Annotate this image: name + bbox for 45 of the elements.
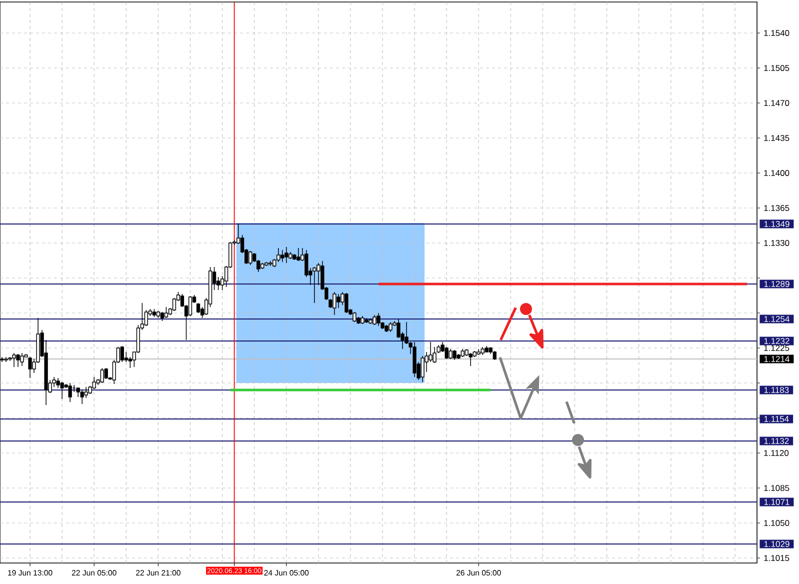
y-tick-label: 1.1015 <box>764 554 790 562</box>
candlestick <box>428 342 432 362</box>
candlestick <box>20 352 24 366</box>
y-tick-label: 1.1400 <box>764 170 790 176</box>
y-tick-label: 1.1225 <box>764 344 790 351</box>
y-tick-label: 1.1470 <box>764 100 790 106</box>
candlestick <box>452 350 456 360</box>
ref-line-label: 1.1071 <box>764 498 790 506</box>
ref-line-label: 1.1183 <box>764 386 789 393</box>
candlestick <box>84 386 88 398</box>
candlestick <box>312 266 316 304</box>
candlestick <box>412 342 416 378</box>
ref-line-label: 1.1214 <box>764 356 790 362</box>
candlestick <box>80 390 84 404</box>
candlestick <box>56 378 60 388</box>
candlestick <box>4 356 8 362</box>
candlestick <box>336 294 340 308</box>
candlestick <box>332 292 336 316</box>
ref-line-label: 1.1029 <box>764 540 790 548</box>
candlestick <box>68 382 72 402</box>
y-tick-label: 1.1365 <box>764 204 790 211</box>
y-tick-label: 1.1330 <box>764 240 790 246</box>
ref-line-label: 1.1132 <box>764 438 789 444</box>
y-tick-label: 1.1085 <box>764 484 790 492</box>
candlestick <box>420 356 424 382</box>
y-tick-label: 1.1540 <box>764 30 790 36</box>
candlestick <box>316 262 320 286</box>
candlestick <box>376 312 380 326</box>
y-tick-label: 1.1435 <box>764 134 790 141</box>
candlestick <box>12 352 16 368</box>
candlestick <box>60 382 64 400</box>
y-tick-label: 1.1050 <box>764 520 790 526</box>
ref-line-label: 1.1154 <box>764 416 789 422</box>
candlestick <box>304 250 308 278</box>
y-tick-label: 1.1120 <box>764 450 789 456</box>
candlestick <box>280 250 284 262</box>
candlestick <box>388 322 392 332</box>
ref-line-label: 1.1254 <box>764 316 790 322</box>
ref-line-label: 1.1349 <box>764 220 790 227</box>
candlestick <box>16 354 20 368</box>
candlestick <box>284 246 288 264</box>
y-tick-label: 1.1505 <box>764 64 790 71</box>
ref-line-label: 1.1232 <box>764 338 790 344</box>
candlestick <box>28 356 32 378</box>
ref-line-label: 1.1289 <box>764 280 790 287</box>
